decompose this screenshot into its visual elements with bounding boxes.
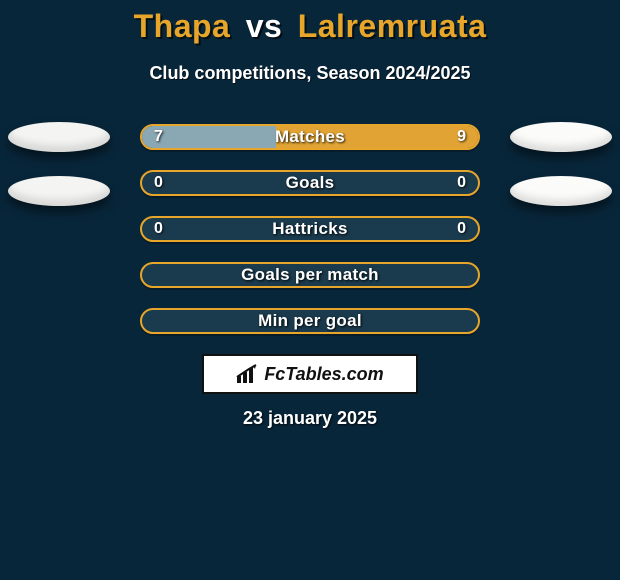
- player-left-swatch: [8, 122, 110, 152]
- stat-row: 79Matches: [140, 124, 480, 150]
- stat-row: 00Hattricks: [140, 216, 480, 242]
- stat-row: Goals per match: [140, 262, 480, 288]
- player-left-swatch: [8, 176, 110, 206]
- player-right-name: Lalremruata: [298, 8, 487, 44]
- stat-label: Min per goal: [142, 310, 478, 332]
- stat-rows: 79Matches 00Goals 00Hattricks Goals per mat…: [140, 124, 480, 354]
- brand-text: FcTables.com: [264, 364, 383, 385]
- comparison-subtitle: Club competitions, Season 2024/2025: [0, 63, 620, 84]
- stat-label: Goals: [142, 172, 478, 194]
- stat-row: Min per goal: [140, 308, 480, 334]
- stat-label: Matches: [142, 126, 478, 148]
- vs-label: vs: [240, 8, 289, 44]
- player-left-name: Thapa: [134, 8, 231, 44]
- bars-icon: [236, 364, 260, 384]
- snapshot-date: 23 january 2025: [0, 408, 620, 429]
- stat-label: Goals per match: [142, 264, 478, 286]
- brand-badge: FcTables.com: [202, 354, 418, 394]
- stat-row: 00Goals: [140, 170, 480, 196]
- comparison-title: Thapa vs Lalremruata: [0, 0, 620, 45]
- player-right-swatch: [510, 122, 612, 152]
- player-right-swatch: [510, 176, 612, 206]
- stat-label: Hattricks: [142, 218, 478, 240]
